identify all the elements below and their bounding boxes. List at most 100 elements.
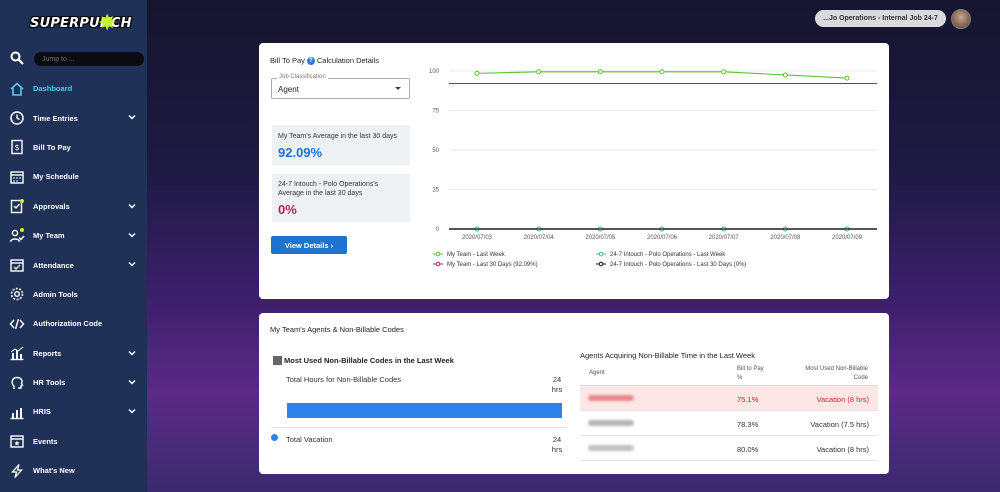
sidebar-item-label: Bill To Pay [33,142,71,152]
y-tick-label: 75 [432,109,439,115]
total-hours-value: 24 hrs [549,375,565,395]
sidebar-item-reports[interactable]: Reports [0,339,147,368]
data-point [844,75,850,81]
column-header-agent: Agent [589,370,605,376]
chevron-down-icon [128,350,136,356]
legend-swatch-marker [598,251,604,257]
x-tick-label: 2020/07/09 [832,235,863,241]
table-header-divider [580,385,878,386]
column-header-bill-to-pay: Bill to Pay % [737,366,764,381]
sidebar-item-authorization-code[interactable]: Authorization Code [0,309,147,338]
redacted-agent-name [588,445,634,451]
redacted-agent-name [588,420,634,426]
legend-swatch-marker [598,261,604,267]
sidebar-item-label: Approvals [33,201,70,211]
search-icon[interactable] [10,51,24,65]
total-vacation-number: 24 [552,435,562,444]
non-billable-code-cell: Vacation (7.5 hrs) [810,420,869,429]
jump-to-input[interactable] [34,52,144,66]
table-row[interactable]: 75.1% Vacation (8 hrs) [580,386,878,411]
y-tick-label: 100 [429,69,440,75]
sidebar-item-label: HR Tools [33,378,66,388]
job-selector-button[interactable]: ...Jo Operations - Internal Job 24-7 [815,10,946,27]
chevron-down-icon [128,115,136,120]
help-icon[interactable]: ? [306,56,315,65]
data-point [659,69,665,75]
y-tick-label: 50 [432,148,439,154]
chevron-down-icon [128,262,136,267]
org-average-value: 0% [278,202,297,217]
card-title: Bill To Pay ? Calculation Details [270,56,379,65]
sidebar-item-label: Dashboard [33,84,73,94]
sidebar-item-time-entries[interactable]: Time Entries [0,103,147,132]
user-avatar[interactable] [951,9,971,29]
vacation-legend-dot [271,434,278,441]
total-hours-bar [287,403,562,418]
sidebar-item-label: Attendance [33,260,74,270]
table-row[interactable]: 80.0% Vacation (8 hrs) [580,436,878,461]
dollar-doc-icon: $ [11,140,23,155]
events-icon [10,435,24,449]
sidebar-nav: Dashboard Time Entries $ Bill To Pay My … [0,74,147,485]
non-billable-code-cell: Vacation (8 hrs) [816,395,869,404]
agents-table-title: Agents Acquiring Non-Billable Time in th… [580,351,755,360]
chevron-down-icon [128,379,136,385]
calendar-check-icon [10,259,24,272]
org-average-label: 24-7 Intouch - Polo Operations's Average… [278,181,379,197]
codes-title: Most Used Non-Billable Codes in the Last… [284,356,454,365]
bar-chart-icon [273,356,282,365]
data-point [782,72,788,78]
non-billable-code-cell: Vacation (8 hrs) [816,445,869,454]
bill-to-pay-card: Bill To Pay ? Calculation Details Job Cl… [259,43,889,299]
legend-label: My Team - Last 30 Days (92.09%) [447,262,538,268]
total-vacation-unit: hrs [551,445,563,454]
sidebar-item-events[interactable]: Events [0,427,147,456]
bill-to-pay-cell: 75.1% [737,395,759,404]
calculation-details-title: Calculation Details [316,56,380,65]
bar-chart-icon [10,346,24,361]
sidebar-item-label: My Schedule [33,172,79,182]
home-icon [10,82,24,96]
legend-label: My Team - Last Week [447,252,506,258]
sidebar-item-my-team[interactable]: My Team [0,221,147,250]
sidebar-item-hris[interactable]: HRIS [0,397,147,426]
sidebar-item-bill-to-pay[interactable]: $ Bill To Pay [0,133,147,162]
sidebar-item-admin-tools[interactable]: Admin Tools [0,280,147,309]
sidebar-item-label: Authorization Code [33,319,103,329]
sidebar-item-whats-new[interactable]: What's New [0,456,147,485]
x-tick-label: 2020/07/04 [524,235,555,241]
chevron-down-icon [128,409,136,414]
team-average-box: My Team's Average in the last 30 days 92… [272,125,410,165]
sidebar-item-label: My Team [33,231,65,241]
sidebar: SUPERPUNCH ✸ Dashboard Time Entries $ Bi… [0,0,147,492]
sidebar-item-label: Events [33,436,58,446]
sidebar-item-approvals[interactable]: Approvals [0,192,147,221]
bill-to-pay-cell: 80.0% [737,445,759,454]
team-average-label: My Team's Average in the last 30 days [278,133,397,140]
superpunch-logo[interactable]: SUPERPUNCH ✸ [28,10,132,36]
logo-text: SUPERPUNCH [30,16,132,31]
x-tick-label: 2020/07/05 [585,235,616,241]
total-vacation-value: 24 hrs [549,435,565,455]
table-row[interactable]: 78.3% Vacation (7.5 hrs) [580,411,878,436]
legend-label: 24-7 Intouch - Polo Operations - Last We… [610,252,726,258]
sidebar-item-dashboard[interactable]: Dashboard [0,74,147,103]
org-average-box: 24-7 Intouch - Polo Operations's Average… [272,174,410,222]
sidebar-item-label: Admin Tools [33,289,78,299]
team-icon [9,229,25,242]
codes-subtitle: Most Used Non-Billable Codes in the Last… [273,356,454,365]
total-hours-number: 24 [552,375,562,384]
job-classification-select[interactable]: Job Classification Agent [271,74,410,99]
sidebar-item-attendance[interactable]: Attendance [0,250,147,279]
sidebar-item-hr-tools[interactable]: HR Tools [0,368,147,397]
divider [271,427,567,428]
legend-label: 24-7 Intouch - Polo Operations - Last 30… [610,262,746,268]
card-title: My Team's Agents & Non-Billable Codes [270,325,404,334]
sidebar-item-my-schedule[interactable]: My Schedule [0,162,147,191]
total-hours-unit: hrs [551,385,563,394]
notification-dot [20,227,24,232]
view-details-button[interactable]: View Details › [271,236,347,254]
redacted-agent-name [588,395,634,401]
bill-to-pay-title: Bill To Pay [270,56,305,65]
x-tick-label: 2020/07/08 [770,235,801,241]
